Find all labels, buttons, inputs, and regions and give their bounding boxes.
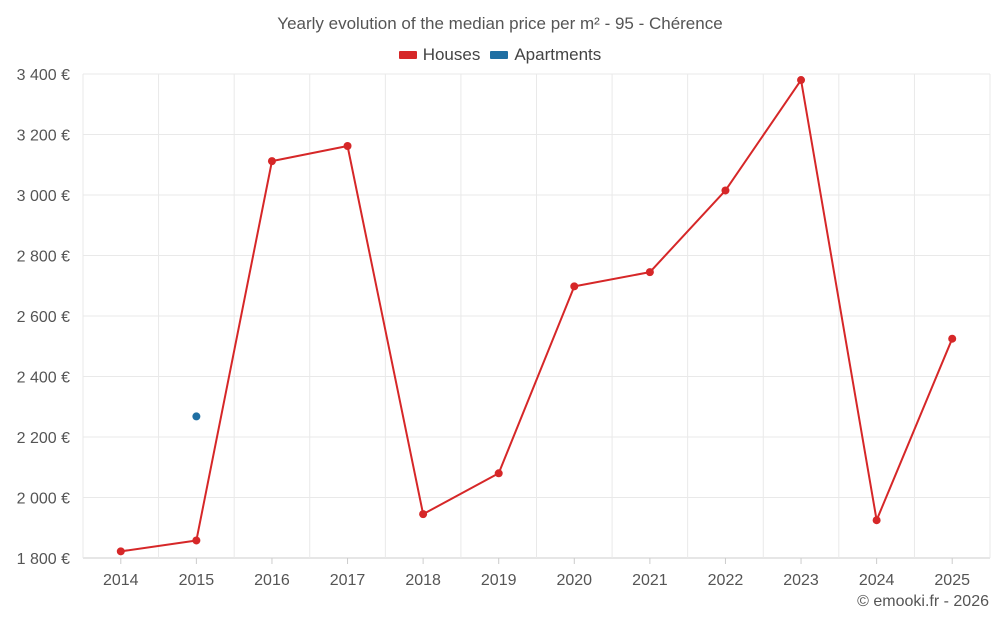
data-point-houses bbox=[797, 76, 806, 85]
y-tick-label: 3 000 € bbox=[17, 188, 70, 205]
y-tick-label: 2 800 € bbox=[17, 249, 70, 266]
data-point-apartments bbox=[192, 412, 201, 421]
chart-title: Yearly evolution of the median price per… bbox=[277, 14, 723, 33]
legend-item-houses[interactable]: Houses bbox=[398, 45, 481, 65]
y-tick-label: 2 600 € bbox=[17, 309, 70, 326]
data-point-houses bbox=[494, 469, 503, 478]
y-tick-label: 3 400 € bbox=[17, 67, 70, 84]
data-point-houses bbox=[192, 536, 201, 545]
legend-item-apartments[interactable]: Apartments bbox=[490, 45, 601, 65]
x-tick-label: 2017 bbox=[330, 572, 366, 589]
y-tick-label: 3 200 € bbox=[17, 128, 70, 145]
legend-swatch-apartments bbox=[490, 51, 509, 59]
x-tick-label: 2018 bbox=[405, 572, 441, 589]
data-point-houses bbox=[343, 141, 352, 150]
data-point-houses bbox=[948, 334, 957, 343]
x-tick-label: 2016 bbox=[254, 572, 290, 589]
data-point-houses bbox=[267, 157, 276, 166]
legend-swatch-houses bbox=[398, 51, 417, 59]
legend-label-houses: Houses bbox=[422, 45, 481, 64]
x-tick-label: 2021 bbox=[632, 572, 668, 589]
y-tick-label: 2 400 € bbox=[17, 370, 70, 387]
data-point-houses bbox=[645, 268, 654, 277]
y-tick-label: 1 800 € bbox=[17, 551, 70, 568]
x-tick-label: 2023 bbox=[783, 572, 819, 589]
series-line-houses bbox=[120, 79, 954, 553]
data-point-houses bbox=[116, 547, 125, 556]
credit-text: © emooki.fr - 2026 bbox=[857, 593, 989, 610]
x-tick-label: 2022 bbox=[708, 572, 744, 589]
y-tick-label: 2 000 € bbox=[17, 491, 70, 508]
y-tick-label: 2 200 € bbox=[17, 430, 70, 447]
x-tick-label: 2024 bbox=[859, 572, 895, 589]
x-tick-label: 2020 bbox=[556, 572, 592, 589]
x-tick-label: 2015 bbox=[179, 572, 215, 589]
legend: Houses Apartments bbox=[0, 45, 1000, 65]
data-point-houses bbox=[721, 186, 730, 195]
legend-label-apartments: Apartments bbox=[514, 45, 602, 64]
x-tick-label: 2019 bbox=[481, 572, 517, 589]
data-point-houses bbox=[570, 282, 579, 291]
x-tick-label: 2025 bbox=[934, 572, 970, 589]
data-point-houses bbox=[872, 516, 881, 525]
data-point-houses bbox=[419, 510, 428, 519]
x-tick-label: 2014 bbox=[103, 572, 139, 589]
